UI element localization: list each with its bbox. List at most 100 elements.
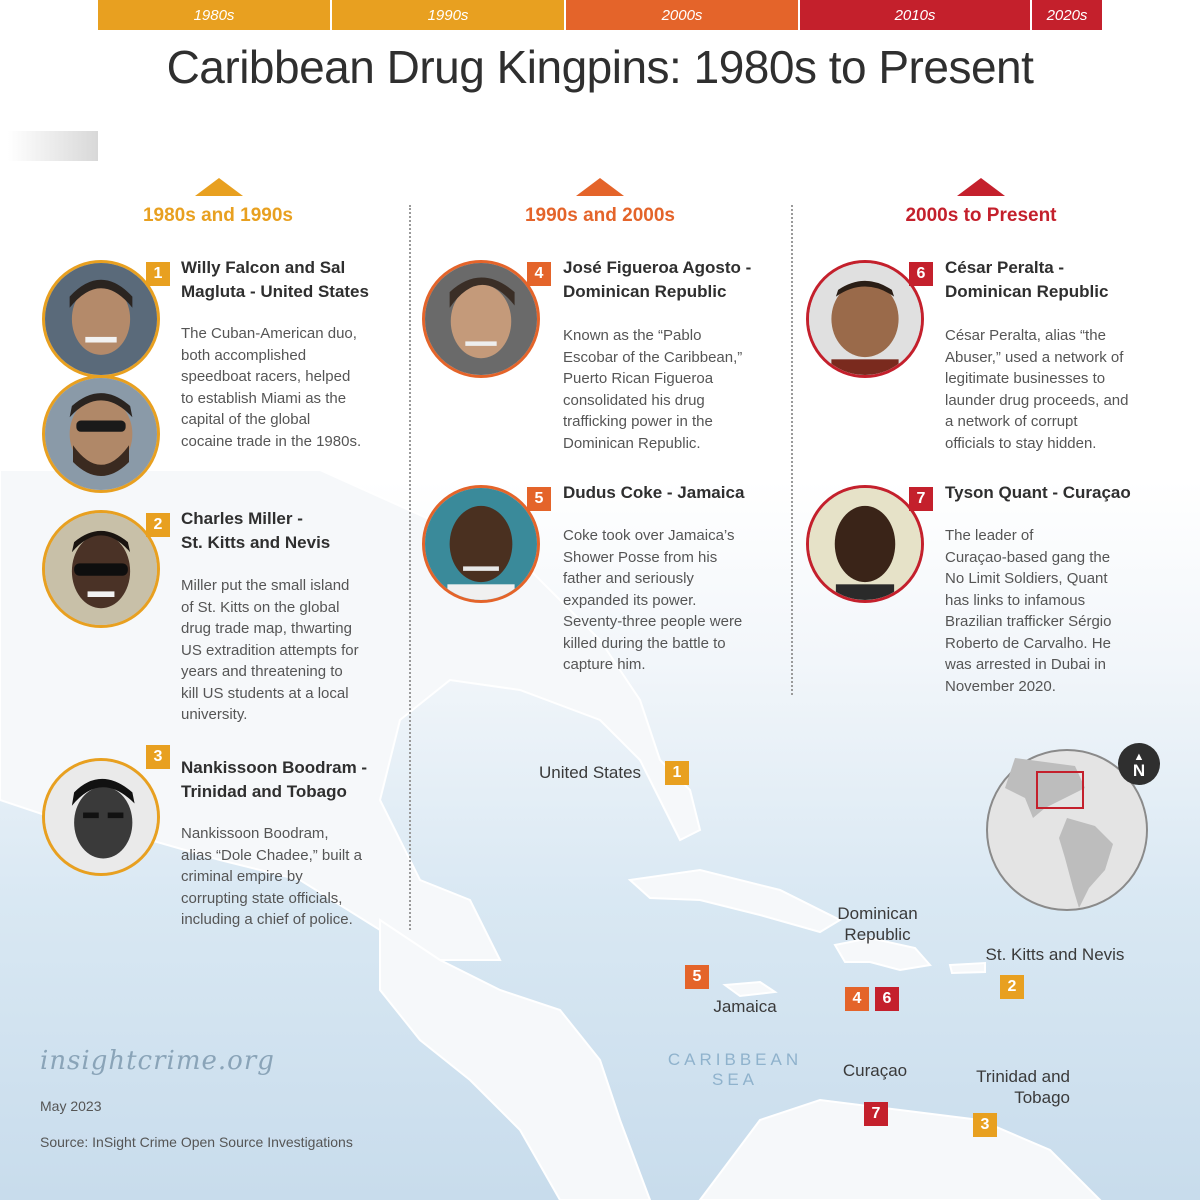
description-line: Nankissoon Boodram,: [181, 825, 329, 842]
profile-name-line: César Peralta -: [945, 258, 1065, 277]
avatar-cesar-peralta: [806, 260, 924, 378]
description-line: killed during the battle to: [563, 634, 726, 652]
profile-name-line: Charles Miller -: [181, 509, 303, 528]
landmass-puerto-rico: [948, 961, 986, 975]
column-divider-1: [409, 205, 411, 930]
description-line: kill US students at a local: [181, 684, 349, 702]
source-note: Source: InSight Crime Open Source Invest…: [40, 1134, 353, 1150]
profile-name: José Figueroa Agosto - Dominican Republi…: [563, 256, 788, 304]
profile-name: Nankissoon Boodram - Trinidad and Tobago: [181, 756, 401, 804]
landmass-north-america: [0, 469, 702, 961]
profile-number-badge: 1: [146, 262, 170, 286]
map-marker-4: 4: [845, 987, 869, 1011]
profile-number-badge: 2: [146, 513, 170, 537]
map-label-caribbean-sea: CARIBBEAN SEA: [640, 1050, 830, 1090]
brand-watermark: insightcrime.org: [40, 1046, 275, 1076]
profile-name-line: St. Kitts and Nevis: [181, 533, 331, 552]
landmass-south-america: [698, 1098, 1102, 1200]
description-line: expanded its power.: [563, 591, 697, 609]
map-label-line: Dominican: [837, 904, 918, 923]
landmass-jamaica: [722, 980, 778, 998]
description-line: of St. Kitts on the global: [181, 598, 340, 616]
publication-date: May 2023: [40, 1098, 102, 1114]
north-label: N: [1132, 761, 1146, 780]
description-line: legitimate businesses to: [945, 370, 1106, 387]
column-1-marker: [195, 178, 243, 196]
description-line: Known as the “Pablo: [563, 327, 702, 344]
column-heading-2: 1990s and 2000s: [524, 205, 675, 226]
timeline-segment-1980s: 1980s: [98, 0, 330, 30]
description-line: The Cuban-American duo,: [181, 325, 357, 342]
description-line: Roberto de Carvalho. He: [945, 634, 1111, 652]
timeline-segment-2000s: 2000s: [566, 0, 798, 30]
description-line: including a chief of police.: [181, 911, 353, 928]
map-label-line: SEA: [711, 1070, 759, 1089]
description-line: was arrested in Dubai in: [945, 656, 1106, 673]
profile-name-line: Dominican Republic: [945, 282, 1109, 301]
description-line: Curaçao-based gang the: [945, 548, 1111, 566]
map-label-dominican-republic: Dominican Republic: [815, 903, 940, 945]
map-label-line: Tobago: [1014, 1088, 1070, 1107]
description-line: corrupting state officials,: [181, 889, 343, 907]
map-marker-6: 6: [875, 987, 899, 1011]
profile-name: César Peralta - Dominican Republic: [945, 256, 1170, 304]
column-2-marker: [576, 178, 624, 196]
profile-name: Dudus Coke - Jamaica: [563, 481, 788, 505]
avatar-jose-figueroa-agosto: [422, 260, 540, 378]
description-line: Brazilian trafficker Sérgio: [945, 613, 1112, 630]
column-heading-3: 2000s to Present: [905, 205, 1057, 226]
description-line: speedboat racers, helped: [181, 368, 351, 385]
profile-number-badge: 7: [909, 487, 933, 511]
profile-description: Known as the “Pablo Escobar of the Carib…: [563, 325, 788, 454]
map-marker-5: 5: [685, 965, 709, 989]
landmass-cuba: [627, 868, 843, 934]
description-line: Dominican Republic.: [563, 434, 701, 452]
description-line: launder drug proceeds, and: [945, 391, 1129, 409]
profile-name-line: Willy Falcon and Sal: [181, 258, 346, 277]
description-line: drug trade map, thwarting: [181, 620, 352, 637]
map-marker-2: 2: [1000, 975, 1024, 999]
description-line: capital of the global: [181, 411, 311, 428]
description-line: César Peralta, alias “the: [945, 327, 1106, 344]
description-line: criminal empire by: [181, 868, 303, 885]
map-label-line: Republic: [844, 925, 911, 944]
map-label-line: CARIBBEAN: [667, 1050, 803, 1069]
profile-description: The leader of Curaçao-based gang the No …: [945, 525, 1170, 697]
description-line: officials to stay hidden.: [945, 434, 1097, 452]
description-line: a network of corrupt: [945, 413, 1078, 430]
description-line: years and threatening to: [181, 663, 343, 680]
profile-name-line: José Figueroa Agosto -: [563, 258, 752, 277]
avatar-willy-falcon: [42, 260, 160, 378]
profile-name: Tyson Quant - Curaçao: [945, 481, 1170, 505]
profile-number-badge: 6: [909, 262, 933, 286]
profile-description: The Cuban-American duo, both accomplishe…: [181, 323, 406, 452]
profile-number-badge: 4: [527, 262, 551, 286]
avatar-sal-magluta: [42, 375, 160, 493]
description-line: Miller put the small island: [181, 577, 350, 594]
profile-description: Nankissoon Boodram, alias “Dole Chadee,”…: [181, 823, 406, 931]
map-marker-1: 1: [665, 761, 689, 785]
timeline-segment-2020s: 2020s: [1032, 0, 1102, 30]
description-line: The leader of: [945, 527, 1034, 544]
profile-description: César Peralta, alias “the Abuser,” used …: [945, 325, 1170, 454]
profile-name-line: Dudus Coke - Jamaica: [563, 483, 745, 502]
compass-north-icon: ▲ N: [1118, 743, 1160, 785]
description-line: cocaine trade in the 1980s.: [181, 432, 362, 450]
description-line: Abuser,” used a network of: [945, 348, 1124, 366]
landmass-central-america: [379, 918, 652, 1200]
column-divider-2: [791, 205, 793, 695]
description-line: Puerto Rican Figueroa: [563, 370, 714, 387]
north-arrow-icon: ▲: [1133, 751, 1145, 763]
column-heading-1: 1980s and 1990s: [142, 205, 293, 226]
landmass-hispaniola: [833, 936, 932, 972]
avatar-nankissoon-boodram: [42, 758, 160, 876]
description-line: consolidated his drug: [563, 391, 705, 409]
map-marker-3: 3: [973, 1113, 997, 1137]
profile-name: Willy Falcon and Sal Magluta - United St…: [181, 256, 401, 304]
locator-globe-icon: [986, 749, 1148, 911]
page-title: Caribbean Drug Kingpins: 1980s to Presen…: [166, 41, 1034, 93]
description-line: Coke took over Jamaica’s: [563, 527, 735, 544]
description-line: alias “Dole Chadee,” built a: [181, 846, 362, 864]
profile-number-badge: 5: [527, 487, 551, 511]
